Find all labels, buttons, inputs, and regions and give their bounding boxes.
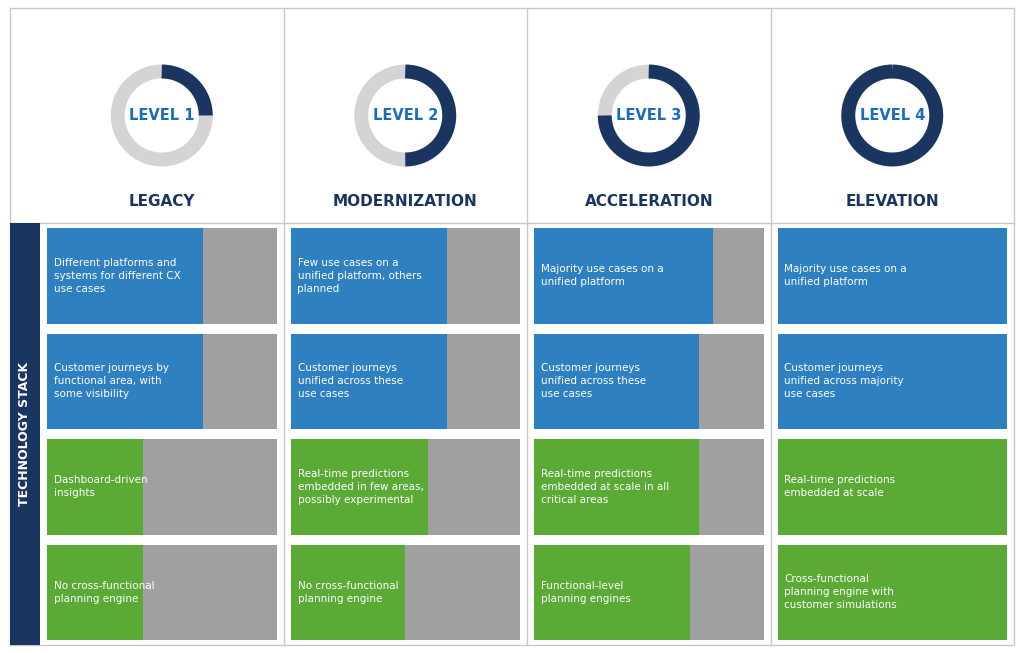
Text: Functional-level
planning engines: Functional-level planning engines <box>541 581 631 603</box>
Text: TECHNOLOGY STACK: TECHNOLOGY STACK <box>18 362 32 506</box>
Bar <box>47 439 143 535</box>
Text: Majority use cases on a
unified platform: Majority use cases on a unified platform <box>784 264 907 287</box>
Text: Cross-functional
planning engine with
customer simulations: Cross-functional planning engine with cu… <box>784 575 897 610</box>
Bar <box>534 228 713 323</box>
Text: MODERNIZATION: MODERNIZATION <box>333 193 477 208</box>
Bar <box>10 223 40 645</box>
Bar <box>777 334 1007 429</box>
Text: Customer journeys
unified across majority
use cases: Customer journeys unified across majorit… <box>784 364 904 399</box>
Bar <box>47 545 276 640</box>
Text: Real-time predictions
embedded in few areas,
possibly experimental: Real-time predictions embedded in few ar… <box>298 469 423 505</box>
Bar <box>777 334 1007 429</box>
Bar <box>534 334 699 429</box>
Text: Real-time predictions
embedded at scale: Real-time predictions embedded at scale <box>784 475 896 498</box>
Bar <box>291 334 446 429</box>
Bar <box>777 545 1007 640</box>
Bar <box>777 439 1007 535</box>
Bar <box>291 545 520 640</box>
Text: LEVEL 3: LEVEL 3 <box>616 108 681 123</box>
Bar <box>291 439 520 535</box>
Text: LEVEL 4: LEVEL 4 <box>859 108 925 123</box>
Text: Dashboard-driven
insights: Dashboard-driven insights <box>54 475 147 498</box>
Bar <box>47 228 276 323</box>
Bar <box>291 228 520 323</box>
Bar <box>291 439 428 535</box>
Text: No cross-functional
planning engine: No cross-functional planning engine <box>54 581 155 603</box>
Bar <box>534 439 764 535</box>
Bar <box>534 545 690 640</box>
Text: LEVEL 2: LEVEL 2 <box>373 108 438 123</box>
Bar <box>777 439 1007 535</box>
Bar <box>291 545 406 640</box>
Bar <box>47 545 143 640</box>
Bar <box>534 334 764 429</box>
Bar <box>534 439 699 535</box>
Text: Customer journeys
unified across these
use cases: Customer journeys unified across these u… <box>298 364 402 399</box>
Text: ACCELERATION: ACCELERATION <box>585 193 713 208</box>
Bar <box>47 334 203 429</box>
Bar <box>534 545 764 640</box>
Bar <box>777 228 1007 323</box>
Text: Different platforms and
systems for different CX
use cases: Different platforms and systems for diff… <box>54 258 181 294</box>
Text: LEVEL 1: LEVEL 1 <box>129 108 195 123</box>
Text: Real-time predictions
embedded at scale in all
critical areas: Real-time predictions embedded at scale … <box>541 469 670 505</box>
Text: LEGACY: LEGACY <box>128 193 195 208</box>
Text: ELEVATION: ELEVATION <box>846 193 939 208</box>
Bar <box>534 228 764 323</box>
Text: Customer journeys by
functional area, with
some visibility: Customer journeys by functional area, wi… <box>54 364 169 399</box>
Bar <box>47 439 276 535</box>
Bar <box>47 334 276 429</box>
Bar <box>777 545 1007 640</box>
Bar <box>777 228 1007 323</box>
Bar <box>47 228 203 323</box>
Bar <box>291 334 520 429</box>
Text: Few use cases on a
unified platform, others
planned: Few use cases on a unified platform, oth… <box>298 258 421 294</box>
Bar <box>291 228 446 323</box>
Text: No cross-functional
planning engine: No cross-functional planning engine <box>298 581 398 603</box>
Text: Customer journeys
unified across these
use cases: Customer journeys unified across these u… <box>541 364 646 399</box>
Text: Majority use cases on a
unified platform: Majority use cases on a unified platform <box>541 264 664 287</box>
